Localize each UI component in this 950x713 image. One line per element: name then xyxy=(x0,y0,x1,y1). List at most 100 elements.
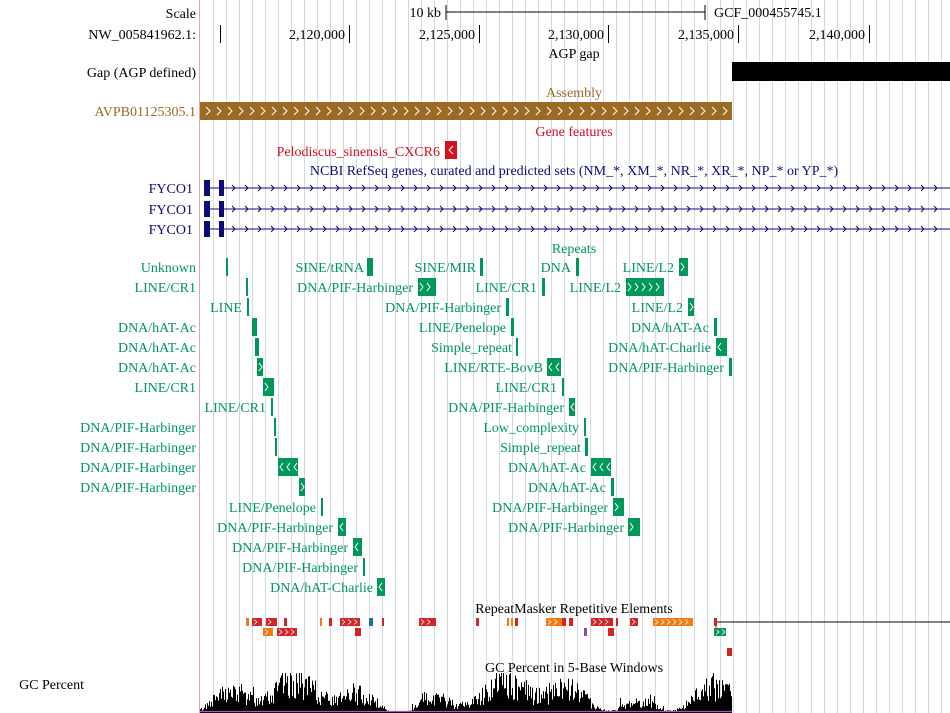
rmsk-element[interactable] xyxy=(369,618,373,626)
repeat-block[interactable] xyxy=(252,318,257,336)
rmsk-block[interactable] xyxy=(355,628,361,636)
repeat-block[interactable] xyxy=(278,458,298,476)
rmsk-block[interactable] xyxy=(352,618,360,626)
repeat-item-label[interactable]: LINE/CR1 xyxy=(205,401,266,416)
repeat-item-label[interactable]: Low_complexity xyxy=(483,421,579,436)
repeat-item-label[interactable]: DNA/PIF-Harbinger xyxy=(232,541,348,556)
rmsk-element[interactable] xyxy=(511,618,513,626)
repeat-item[interactable]: DNA/PIF-Harbinger xyxy=(448,398,575,416)
repeat-item-label[interactable]: DNA/PIF-Harbinger xyxy=(242,561,358,576)
refseq-transcript-label[interactable]: FYCO1 xyxy=(149,182,193,197)
repeat-block[interactable] xyxy=(569,398,575,416)
repeat-item-label[interactable]: DNA/PIF-Harbinger xyxy=(80,421,196,436)
rmsk-block[interactable] xyxy=(562,618,566,626)
rmsk-element[interactable] xyxy=(630,618,638,626)
rmsk-element[interactable] xyxy=(515,618,518,626)
repeat-item[interactable]: LINE/CR1 xyxy=(135,378,274,396)
repeat-block[interactable] xyxy=(628,518,640,536)
rmsk-block[interactable] xyxy=(284,618,287,626)
gap-block[interactable] xyxy=(732,62,950,81)
repeat-item[interactable]: DNA/hAT-Ac xyxy=(118,318,257,336)
refseq-exon[interactable] xyxy=(204,201,210,217)
repeat-item-label[interactable]: LINE/Penelope xyxy=(419,321,506,336)
repeat-item-label[interactable]: DNA/hAT-Ac xyxy=(118,341,196,356)
repeat-block[interactable] xyxy=(271,398,273,416)
repeat-item[interactable]: Simple_repeat xyxy=(500,438,588,456)
repeat-item-label[interactable]: DNA/PIF-Harbinger xyxy=(492,501,608,516)
rmsk-element[interactable] xyxy=(608,628,614,636)
repeat-item-label[interactable]: LINE/Penelope xyxy=(229,501,316,516)
gene-feature-label[interactable]: Pelodiscus_sinensis_CXCR6 xyxy=(277,145,440,160)
repeat-item[interactable]: DNA/hAT-Ac xyxy=(118,358,263,376)
repeat-item[interactable]: LINE/Penelope xyxy=(419,318,514,336)
repeat-item-label[interactable]: Unknown xyxy=(141,261,196,276)
gap-track[interactable]: AGP gap Gap (AGP defined) xyxy=(87,47,950,81)
rmsk-element[interactable] xyxy=(507,618,509,626)
rmsk-element[interactable] xyxy=(355,628,361,636)
repeat-item[interactable]: DNA/hAT-Ac xyxy=(528,478,614,496)
rmsk-block[interactable] xyxy=(329,618,332,626)
assembly-block[interactable] xyxy=(200,102,732,120)
rmsk-block[interactable] xyxy=(569,618,573,626)
repeat-item[interactable]: DNA/PIF-Harbinger xyxy=(217,518,346,536)
repeat-item[interactable]: LINE/Penelope xyxy=(229,498,323,516)
repeat-block[interactable] xyxy=(363,558,365,576)
repeat-item[interactable]: DNA/PIF-Harbinger xyxy=(80,478,305,496)
repeat-item[interactable]: DNA/PIF-Harbinger xyxy=(80,438,277,456)
rmsk-block[interactable] xyxy=(369,618,373,626)
rmsk-element[interactable] xyxy=(591,618,613,626)
repeat-item-label[interactable]: LINE/L2 xyxy=(632,301,683,316)
rmsk-element[interactable] xyxy=(727,648,732,656)
gc-track[interactable]: GC Percent in 5-Base Windows GC Percent xyxy=(19,661,732,713)
rmsk-block[interactable] xyxy=(714,628,726,636)
repeat-item[interactable]: DNA/PIF-Harbinger xyxy=(80,458,298,476)
ruler-track[interactable]: Scale 10 kb GCF_000455745.1 NW_005841962… xyxy=(88,5,870,43)
rmsk-element[interactable] xyxy=(284,618,287,626)
repeat-item[interactable]: DNA/hAT-Ac xyxy=(118,338,259,356)
repeat-item[interactable]: LINE/L2 xyxy=(632,298,694,316)
rmsk-element[interactable] xyxy=(616,618,618,626)
repeat-item-label[interactable]: SINE/tRNA xyxy=(296,261,365,276)
repeat-item-label[interactable]: LINE/RTE-BovB xyxy=(444,361,543,376)
rmsk-element[interactable] xyxy=(252,618,262,626)
repeat-item-label[interactable]: LINE/CR1 xyxy=(135,381,196,396)
rmsk-block[interactable] xyxy=(630,618,638,626)
repeat-item-label[interactable]: DNA/PIF-Harbinger xyxy=(80,461,196,476)
repeat-block[interactable] xyxy=(246,278,248,296)
rmsk-track[interactable]: RepeatMasker Repetitive Elements xyxy=(246,602,950,656)
repeat-block[interactable] xyxy=(353,538,362,556)
rmsk-element[interactable] xyxy=(263,628,273,636)
repeat-item[interactable]: Unknown xyxy=(141,258,228,276)
repeat-item-label[interactable]: LINE/CR1 xyxy=(476,281,537,296)
repeat-block[interactable] xyxy=(321,498,323,516)
refseq-exon[interactable] xyxy=(219,201,224,217)
repeat-block[interactable] xyxy=(275,438,277,456)
repeat-item-label[interactable]: DNA/PIF-Harbinger xyxy=(80,481,196,496)
repeat-block[interactable] xyxy=(562,378,564,396)
repeat-items[interactable]: Unknown SINE/tRNA SINE/MIR DNA LINE/L2 LINE/C… xyxy=(80,258,732,596)
repeat-item[interactable]: DNA/PIF-Harbinger xyxy=(492,498,624,516)
rmsk-element[interactable] xyxy=(562,618,566,626)
repeat-item[interactable]: DNA/PIF-Harbinger xyxy=(608,358,732,376)
repeat-item-label[interactable]: DNA/PIF-Harbinger xyxy=(448,401,564,416)
repeat-item-label[interactable]: Simple_repeat xyxy=(500,441,581,456)
repeat-item-label[interactable]: DNA/PIF-Harbinger xyxy=(297,281,413,296)
repeat-item-label[interactable]: SINE/MIR xyxy=(415,261,477,276)
repeat-item[interactable]: Simple_repeat xyxy=(431,338,518,356)
rmsk-block[interactable] xyxy=(320,618,322,626)
repeat-block[interactable] xyxy=(591,458,611,476)
repeat-block[interactable] xyxy=(716,338,727,356)
rmsk-element[interactable] xyxy=(329,618,332,626)
repeat-item-label[interactable]: DNA/hAT-Ac xyxy=(118,361,196,376)
refseq-exon[interactable] xyxy=(219,221,224,237)
repeat-item-label[interactable]: DNA/hAT-Ac xyxy=(118,321,196,336)
repeat-item[interactable]: DNA/hAT-Ac xyxy=(631,318,717,336)
rmsk-element[interactable] xyxy=(340,618,352,626)
rmsk-element[interactable] xyxy=(546,618,562,626)
rmsk-block[interactable] xyxy=(546,618,562,626)
repeat-block[interactable] xyxy=(247,298,249,316)
repeats-track[interactable]: Repeats Unknown SINE/tRNA SINE/MIR DNA LINE/… xyxy=(80,242,732,596)
repeat-item-label[interactable]: LINE xyxy=(210,301,242,316)
repeat-item[interactable]: DNA/PIF-Harbinger xyxy=(508,518,640,536)
repeat-item-label[interactable]: DNA/hAT-Charlie xyxy=(270,581,373,596)
